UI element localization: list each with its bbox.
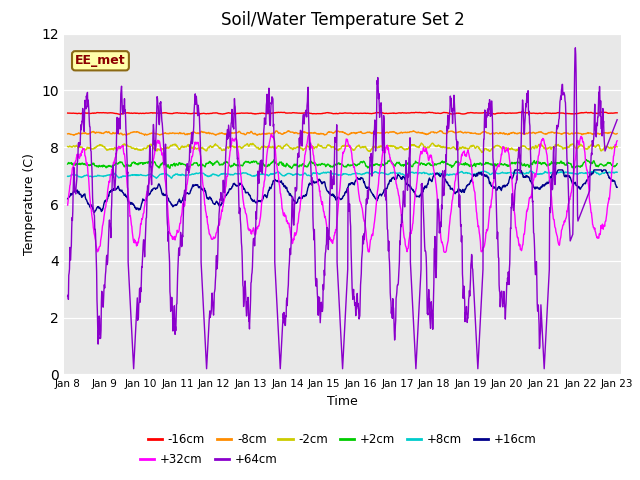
-2cm [106,147,114,153]
+16cm [377,192,385,197]
Title: Soil/Water Temperature Set 2: Soil/Water Temperature Set 2 [221,11,464,29]
-2cm [478,150,486,156]
+32cm [319,199,326,205]
+16cm [129,201,137,207]
-2cm [613,144,621,150]
+32cm [106,173,114,179]
-2cm [376,144,384,149]
-16cm [64,110,72,116]
+8cm [613,169,621,175]
+8cm [129,172,136,178]
+64cm [130,366,138,372]
Line: +16cm: +16cm [68,170,617,213]
+8cm [64,173,72,179]
Line: +64cm: +64cm [68,48,617,369]
-2cm [297,145,305,151]
+8cm [152,176,160,181]
-8cm [308,130,316,136]
Line: -16cm: -16cm [68,112,617,114]
+64cm [298,129,305,135]
-16cm [116,111,124,117]
-2cm [129,145,136,151]
-2cm [64,144,72,149]
-16cm [106,110,114,116]
+16cm [298,195,305,201]
+32cm [441,250,449,255]
+16cm [64,196,72,202]
Y-axis label: Temperature (C): Temperature (C) [23,153,36,255]
X-axis label: Time: Time [327,395,358,408]
-16cm [377,109,385,115]
+16cm [308,180,316,186]
+64cm [319,309,326,314]
-8cm [64,131,72,137]
-2cm [417,140,425,146]
+2cm [298,163,305,169]
+32cm [129,231,136,237]
-16cm [597,109,605,115]
-8cm [106,131,114,136]
-16cm [298,110,305,116]
Line: +2cm: +2cm [68,159,617,168]
+2cm [308,161,316,167]
-8cm [298,130,305,135]
Text: EE_met: EE_met [75,54,126,67]
Line: -2cm: -2cm [68,143,617,153]
-16cm [613,110,621,116]
-8cm [141,132,148,138]
+64cm [613,117,621,122]
+32cm [305,131,313,136]
+32cm [308,145,316,151]
+8cm [319,170,326,176]
+2cm [288,166,296,171]
+32cm [377,162,385,168]
+8cm [298,172,305,178]
-8cm [319,131,326,136]
+64cm [64,293,72,299]
+64cm [572,45,579,51]
Line: +32cm: +32cm [68,133,617,252]
-8cm [613,131,621,136]
+32cm [613,138,621,144]
-16cm [308,111,316,117]
+16cm [613,184,621,190]
+64cm [377,102,385,108]
+2cm [106,163,114,169]
+8cm [308,171,316,177]
-16cm [319,111,326,117]
+2cm [64,161,72,167]
-8cm [129,129,136,135]
Legend: +32cm, +64cm: +32cm, +64cm [136,448,282,471]
+32cm [64,202,72,208]
+64cm [106,221,114,227]
+2cm [129,160,136,166]
-8cm [377,130,385,136]
+8cm [106,173,114,179]
+2cm [613,161,621,167]
+8cm [527,168,534,174]
-2cm [308,143,316,149]
+2cm [582,156,590,162]
+2cm [377,162,385,168]
+16cm [319,180,326,185]
+16cm [91,210,99,216]
+8cm [377,170,385,176]
-16cm [129,110,137,116]
+16cm [511,167,519,173]
+64cm [129,345,136,350]
-2cm [318,144,326,150]
+64cm [308,180,316,186]
+2cm [319,161,326,167]
+32cm [297,197,305,203]
Line: +8cm: +8cm [68,171,617,179]
-8cm [436,128,444,133]
+16cm [107,188,115,194]
Line: -8cm: -8cm [68,131,617,135]
